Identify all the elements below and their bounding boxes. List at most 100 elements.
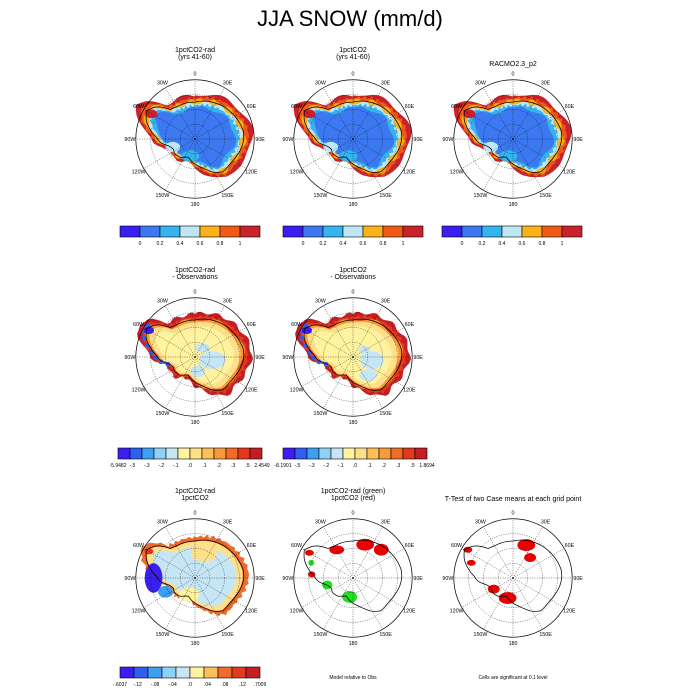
- parallel-circle: [180, 124, 210, 154]
- longitude-label: 120W: [290, 169, 304, 175]
- meridian-line: [301, 327, 354, 358]
- longitude-label: 60W: [291, 543, 302, 549]
- negative-anomaly-cell: [316, 359, 322, 365]
- longitude-label: 150W: [313, 411, 327, 417]
- colorbar-swatch: [199, 225, 221, 238]
- colorbar-swatch: [165, 447, 179, 460]
- meridian-line: [301, 577, 354, 608]
- colorbar-swatch: [306, 447, 320, 460]
- negative-anomaly-patch: [359, 369, 378, 382]
- longitude-label: 150W: [473, 632, 487, 638]
- map-boundary: [135, 79, 255, 199]
- map-boundary: [453, 79, 573, 199]
- longitude-label: 180: [191, 420, 200, 426]
- colorbar-tick-label: 0: [302, 241, 305, 247]
- negative-anomaly-patch: [360, 351, 384, 370]
- colorbar-swatch: [521, 225, 543, 238]
- polar-map-2: 0 30E 60E 90E 120E 150E 180 150W 120W 90W 60W 30W: [282, 72, 423, 208]
- colorbar-swatch: [366, 447, 380, 460]
- meridian-line: [301, 109, 354, 140]
- colorbar-tick-label: 0.8: [539, 241, 546, 247]
- meridian-line: [512, 577, 565, 608]
- longitude-label: 150E: [539, 632, 552, 638]
- longitude-label: 180: [509, 202, 518, 208]
- longitude-label: 150W: [473, 193, 487, 199]
- colorbar-swatch: [402, 447, 416, 460]
- colorbar-swatch: [302, 225, 324, 238]
- panel-title-3: RACMO2.3_p2: [489, 61, 537, 68]
- longitude-label: 60E: [405, 322, 415, 328]
- longitude-label: 0: [512, 511, 515, 517]
- red-significance-region: [356, 538, 375, 551]
- colorbar-swatch: [189, 666, 205, 679]
- panel-title-8: T-Test of two Case means at each grid po…: [444, 496, 582, 503]
- colorbar-5: -8.1901 -.5 -.3 -.2 -.1 .0 .1 .2 .3 .5 1.8694: [275, 447, 435, 469]
- colorbar-swatch: [378, 447, 392, 460]
- colorbar-tick-label: .2: [217, 463, 221, 469]
- longitude-label: 30E: [541, 519, 551, 525]
- colorbar-tick-label: .12: [239, 682, 246, 688]
- colorbar-tick-label: 0.6: [197, 241, 204, 247]
- colorbar-2: 0 0.2 0.4 0.6 0.8 1: [282, 225, 424, 247]
- longitude-label: 30W: [157, 519, 168, 525]
- colorbar-swatch: [117, 447, 131, 460]
- positive-anomaly-patch: [178, 587, 200, 603]
- parallel-circle: [165, 548, 225, 608]
- colorbar-tick-label: .7009: [254, 682, 267, 688]
- colorbar-swatch: [141, 447, 155, 460]
- polar-map-6: 0 30E 60E 90E 120E 150E 180 150W 120W 90W 60W 30W: [124, 511, 265, 647]
- colorbar-tick-label: 0.2: [157, 241, 164, 247]
- longitude-label: 60W: [133, 322, 144, 328]
- green-significance-region: [342, 591, 358, 603]
- longitude-label: 30W: [157, 298, 168, 304]
- polar-map-7: 0 30E 60E 90E 120E 150E 180 150W 120W 90W 60W 30W: [282, 511, 423, 647]
- colorbar-swatch: [231, 666, 247, 679]
- colorbar-swatch: [129, 447, 143, 460]
- colorbar-tick-label: .08: [222, 682, 229, 688]
- colorbar-tick-label: -.2: [158, 463, 164, 469]
- parallel-circle: [323, 109, 383, 169]
- colorbar-tick-label: -.1: [173, 463, 179, 469]
- colorbar-swatch: [561, 225, 583, 238]
- longitude-label: 0: [194, 72, 197, 78]
- longitude-label: 30W: [315, 519, 326, 525]
- panel-title-5: 1pctCO2 - Observations: [330, 267, 376, 281]
- longitude-label: 90E: [413, 137, 423, 143]
- panel-title-7: 1pctCO2-rad (green) 1pctCO2 (red): [320, 488, 386, 502]
- longitude-label: 60W: [291, 322, 302, 328]
- longitude-label: 150E: [379, 411, 392, 417]
- meridian-line: [143, 548, 196, 579]
- longitude-label: 150E: [221, 411, 234, 417]
- colorbar-tick-label: 1: [561, 241, 564, 247]
- longitude-label: 120E: [403, 169, 416, 175]
- panel-title-4: 1pctCO2-rad - Observations: [172, 267, 218, 281]
- parallel-circle: [180, 342, 210, 372]
- longitude-label: 120W: [132, 608, 146, 614]
- longitude-label: 120W: [290, 608, 304, 614]
- meridian-line: [352, 577, 405, 608]
- parallel-circle: [338, 124, 368, 154]
- colorbar-3: 0 0.2 0.4 0.6 0.8 1: [441, 225, 583, 247]
- colorbar-swatch: [119, 666, 135, 679]
- longitude-label: 30E: [381, 519, 391, 525]
- longitude-label: 180: [191, 202, 200, 208]
- longitude-label: 90E: [413, 355, 423, 361]
- colorbar-swatch: [159, 225, 181, 238]
- colorbar-swatch: [318, 447, 332, 460]
- colorbar-swatch: [322, 225, 344, 238]
- colorbar-tick-label: -.5: [129, 463, 135, 469]
- longitude-label: 30W: [315, 298, 326, 304]
- longitude-label: 120W: [450, 169, 464, 175]
- longitude-label: 90W: [282, 137, 293, 143]
- colorbar-swatch: [362, 225, 384, 238]
- parallel-circle: [338, 342, 368, 372]
- colorbar-swatch: [461, 225, 483, 238]
- parallel-circle: [498, 124, 528, 154]
- longitude-label: 120E: [563, 169, 576, 175]
- colorbar-tick-label: .3: [396, 463, 400, 469]
- colorbar-swatch: [201, 447, 215, 460]
- polar-map-8: 0 30E 60E 90E 120E 150E 180 150W 120W 90W 60W 30W: [442, 511, 583, 647]
- parallel-circle: [165, 327, 225, 387]
- map-boundary: [135, 297, 255, 417]
- colorbar-swatch: [501, 225, 523, 238]
